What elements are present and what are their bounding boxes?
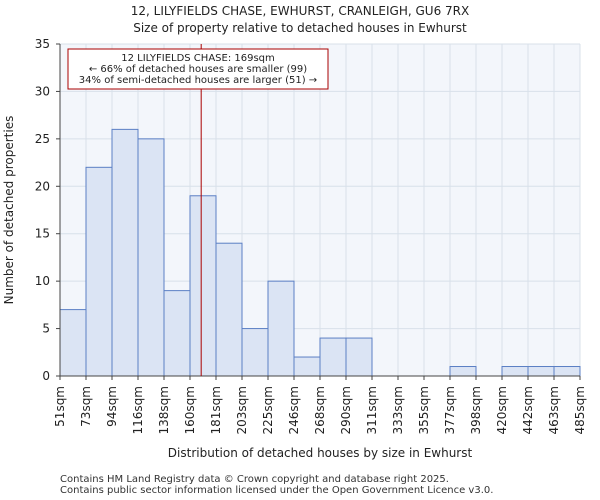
y-tick-label: 15 — [35, 227, 50, 241]
bar — [553, 366, 581, 377]
annotation-line: 34% of semi-detached houses are larger (… — [79, 75, 317, 86]
x-tick-label: 138sqm — [157, 386, 171, 434]
x-tick-label: 73sqm — [79, 386, 93, 427]
annotation-frame — [67, 48, 329, 90]
y-tick-label: 25 — [35, 132, 50, 146]
x-axis-label: Distribution of detached houses by size … — [168, 446, 473, 460]
bar — [241, 328, 269, 377]
x-tick-label: 398sqm — [469, 386, 483, 434]
y-tick-labels: 0 5 10 15 20 25 30 35 — [35, 37, 60, 383]
x-tick-label: 377sqm — [443, 386, 457, 434]
bar — [293, 356, 321, 377]
x-tick-label: 420sqm — [495, 386, 509, 434]
chart-subtitle: Size of property relative to detached ho… — [133, 21, 467, 35]
bar — [59, 309, 87, 377]
annotation-line: ← 66% of detached houses are smaller (99… — [89, 64, 307, 75]
x-tick-label: 290sqm — [339, 386, 353, 434]
y-axis-label: Number of detached properties — [2, 116, 16, 305]
y-tick-label: 35 — [35, 37, 50, 51]
footer-copyright: Contains HM Land Registry data © Crown c… — [60, 474, 449, 485]
y-tick-label: 5 — [42, 322, 50, 336]
bar — [163, 290, 191, 377]
y-tick-label: 0 — [42, 369, 50, 383]
bar — [267, 280, 295, 377]
bar — [345, 337, 373, 377]
bar — [449, 366, 477, 377]
bar — [215, 242, 243, 377]
x-tick-labels: 51sqm 73sqm 94sqm 116sqm 138sqm 160sqm 181sqm 2… — [53, 376, 587, 434]
x-tick-label: 311sqm — [365, 386, 379, 434]
x-tick-label: 203sqm — [235, 386, 249, 434]
x-tick-label: 246sqm — [287, 386, 301, 434]
bar — [501, 366, 529, 377]
x-tick-label: 116sqm — [131, 386, 145, 434]
annotation-box: 12 LILYFIELDS CHASE: 169sqm← 66% of deta… — [67, 48, 329, 90]
x-tick-label: 333sqm — [391, 386, 405, 434]
chart-title: 12, LILYFIELDS CHASE, EWHURST, CRANLEIGH… — [130, 4, 470, 18]
x-tick-label: 51sqm — [53, 386, 67, 427]
y-tick-label: 30 — [35, 84, 50, 98]
x-tick-label: 225sqm — [261, 386, 275, 434]
bar — [85, 166, 113, 377]
x-tick-label: 94sqm — [105, 386, 119, 427]
bar — [527, 366, 555, 377]
x-tick-label: 442sqm — [521, 386, 535, 434]
footer-licence: Contains public sector information licen… — [60, 485, 494, 496]
bar — [111, 128, 139, 377]
x-tick-label: 463sqm — [547, 386, 561, 434]
y-tick-label: 10 — [35, 274, 50, 288]
x-tick-label: 160sqm — [183, 386, 197, 434]
bar — [137, 138, 165, 377]
x-tick-label: 181sqm — [209, 386, 223, 434]
annotation-line: 12 LILYFIELDS CHASE: 169sqm — [121, 53, 275, 64]
x-tick-label: 485sqm — [573, 386, 587, 434]
x-tick-label: 268sqm — [313, 386, 327, 434]
x-tick-label: 355sqm — [417, 386, 431, 434]
bar — [189, 195, 217, 377]
bar-series — [59, 128, 581, 377]
y-tick-label: 20 — [35, 179, 50, 193]
bar — [319, 337, 347, 377]
